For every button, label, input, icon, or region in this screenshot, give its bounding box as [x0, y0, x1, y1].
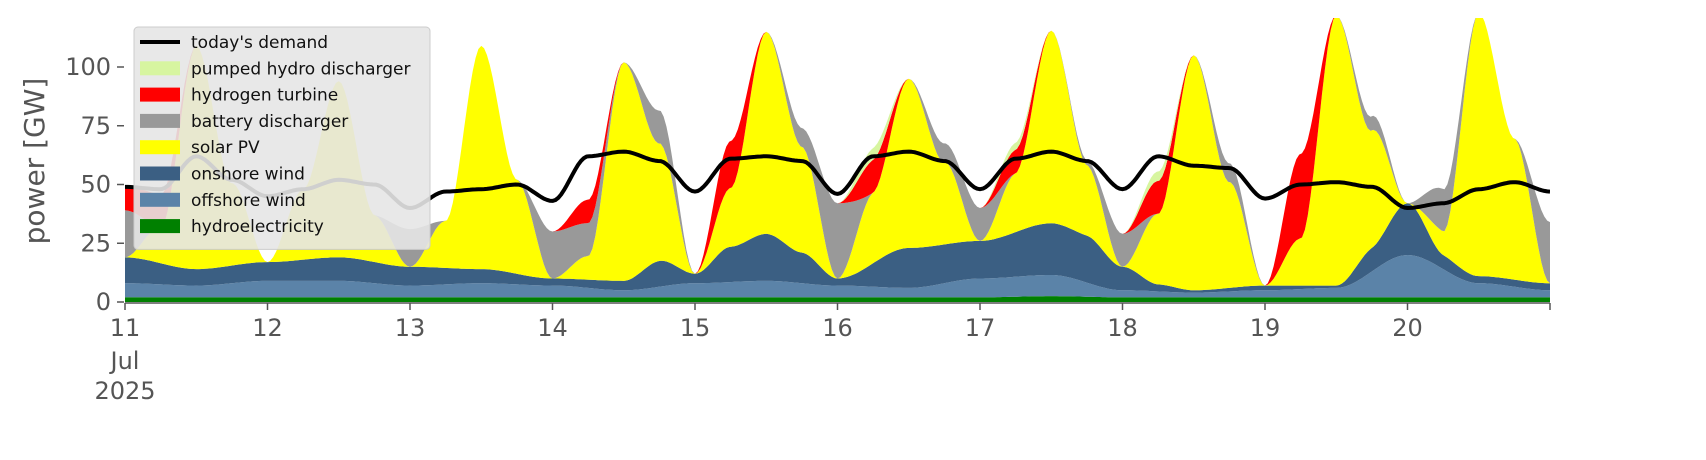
legend-label-offshore-wind: offshore wind: [191, 191, 306, 211]
legend-label-solar-pv: solar PV: [191, 138, 260, 158]
legend-swatch-battery-discharger: [140, 113, 180, 128]
x-tick-label: 14: [537, 314, 568, 342]
area-solar-pv: [125, 18, 1550, 291]
legend-label-battery-discharger: battery discharger: [191, 112, 348, 132]
legend-swatch-hydrogen-turbine: [140, 87, 180, 102]
legend-frame: [133, 26, 431, 250]
legend-swatch-offshore-wind: [140, 192, 180, 207]
area-onshore-wind: [125, 203, 1550, 293]
x-tick-label: 19: [1250, 314, 1281, 342]
legend-label-pumped-hydro-discharger: pumped hydro discharger: [191, 59, 410, 79]
x-tick-label: 15: [680, 314, 711, 342]
legend-label-hydrogen-turbine: hydrogen turbine: [191, 86, 338, 106]
legend-label-today-s-demand: today's demand: [191, 33, 328, 53]
legend-label-onshore-wind: onshore wind: [191, 165, 305, 185]
legend-swatch-hydroelectricity: [140, 219, 180, 234]
x-tick-sublabel: Jul: [109, 347, 140, 375]
x-tick-label: 20: [1392, 314, 1423, 342]
legend-swatch-pumped-hydro-discharger: [140, 61, 180, 76]
x-tick-label: 11: [110, 314, 141, 342]
x-tick-label: 16: [822, 314, 853, 342]
x-tick-sublabel: 2025: [94, 377, 155, 405]
legend: today's demand pumped hydro discharger hyd…: [133, 26, 431, 250]
x-tick-label: 17: [965, 314, 996, 342]
y-tick-label: 75: [80, 112, 111, 140]
area-battery-discharger: [125, 18, 1550, 286]
legend-swatch-onshore-wind: [140, 166, 180, 181]
area-hydroelectricity: [125, 296, 1550, 302]
y-tick-label: 25: [80, 229, 111, 257]
y-axis-title: power [GW]: [18, 78, 51, 245]
y-tick-label: 0: [96, 288, 111, 316]
area-layer: [125, 18, 1550, 302]
area-offshore-wind: [125, 255, 1550, 298]
x-tick-label: 12: [252, 314, 283, 342]
y-tick-label: 100: [65, 53, 111, 81]
legend-swatch-solar-pv: [140, 140, 180, 155]
y-tick-label: 50: [80, 171, 111, 199]
x-tick-label: 13: [395, 314, 426, 342]
legend-label-hydroelectricity: hydroelectricity: [191, 217, 324, 237]
x-tick-label: 18: [1107, 314, 1138, 342]
